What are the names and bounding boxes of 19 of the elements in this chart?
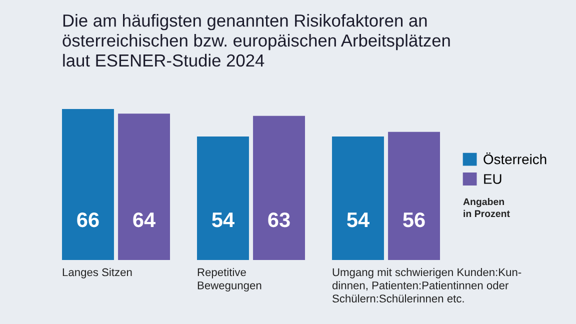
x-tick-label: Langes Sitzen	[62, 268, 132, 278]
bar	[118, 114, 170, 260]
x-tick-label: Repetitive Bewegungen	[198, 268, 262, 292]
bar	[197, 136, 249, 260]
bar	[62, 109, 114, 260]
data-label: 56	[403, 212, 425, 228]
legend-label: EU	[484, 174, 502, 184]
legend-label: Österreich	[484, 152, 546, 164]
bar	[388, 132, 440, 260]
data-label: 63	[268, 212, 290, 228]
data-label: 54	[347, 212, 370, 228]
annotation: Angaben in Prozent	[463, 198, 510, 218]
bar	[253, 116, 305, 260]
x-tick-label: Umgang mit schwierigen Kunden:Kun- dinnen, Patienten:Patientinnen oder Schülern:Schülerinnen etc.	[332, 268, 522, 303]
bar	[332, 136, 384, 260]
data-label: 66	[77, 212, 99, 228]
chart-title: Die am häufigsten genannten Risikofaktoren an österreichischen bzw. europäischen Arbeitsplätzen laut ESENER-Studie 2024	[62, 14, 450, 67]
data-label: 64	[133, 212, 156, 228]
data-label: 54	[212, 212, 234, 228]
